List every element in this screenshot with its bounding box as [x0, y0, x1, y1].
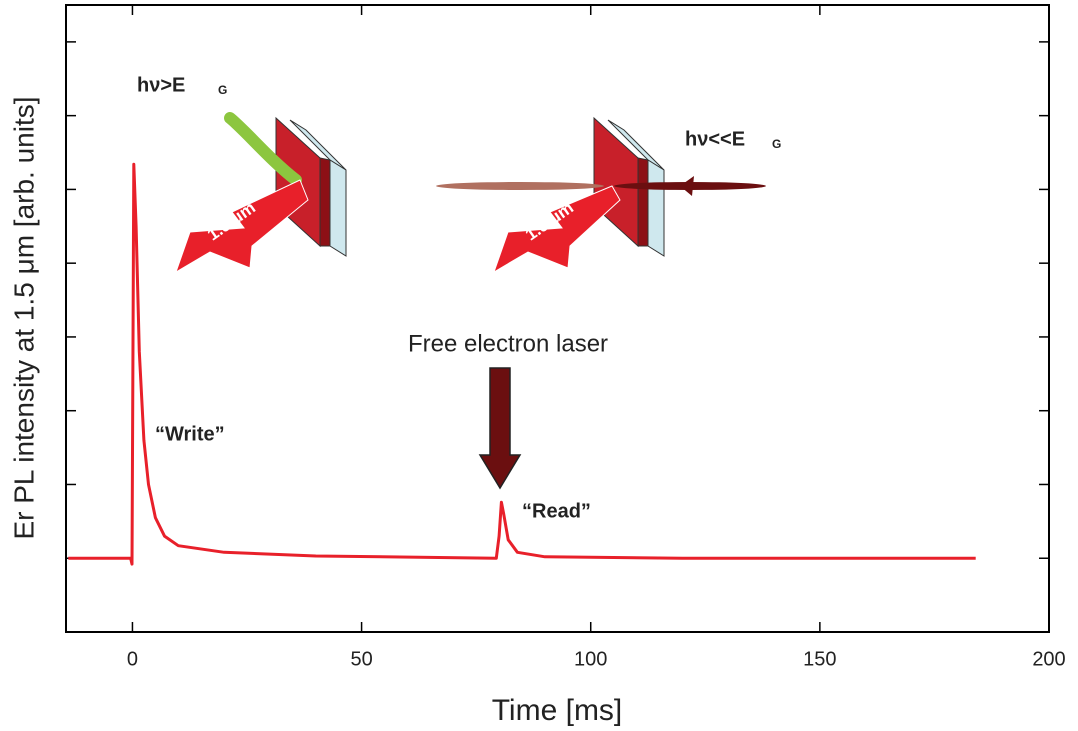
write-illustration	[175, 112, 347, 274]
pump-label: hν>E	[137, 74, 185, 96]
read-illustration	[436, 116, 766, 274]
plot: 0 50 100 150 200	[66, 5, 1066, 670]
laser-arrow	[478, 367, 522, 490]
probe-subscript: G	[772, 137, 781, 151]
x-tick-label: 0	[127, 648, 138, 670]
x-tick-label: 200	[1032, 648, 1065, 670]
pump-subscript: G	[218, 83, 227, 97]
plot-frame	[65, 4, 1050, 633]
data-line	[68, 162, 976, 566]
probe-label: hν<<E	[685, 128, 745, 150]
read-label: “Read”	[522, 500, 591, 522]
x-tick-label: 50	[350, 648, 372, 670]
x-tick-label: 100	[574, 648, 607, 670]
x-axis-label: Time [ms]	[492, 694, 623, 727]
y-axis-label: Er PL intensity at 1.5 μm [arb. units]	[8, 96, 39, 539]
laser-label: Free electron laser	[408, 330, 608, 357]
write-label: “Write”	[155, 423, 225, 445]
x-tick-label: 150	[803, 648, 836, 670]
